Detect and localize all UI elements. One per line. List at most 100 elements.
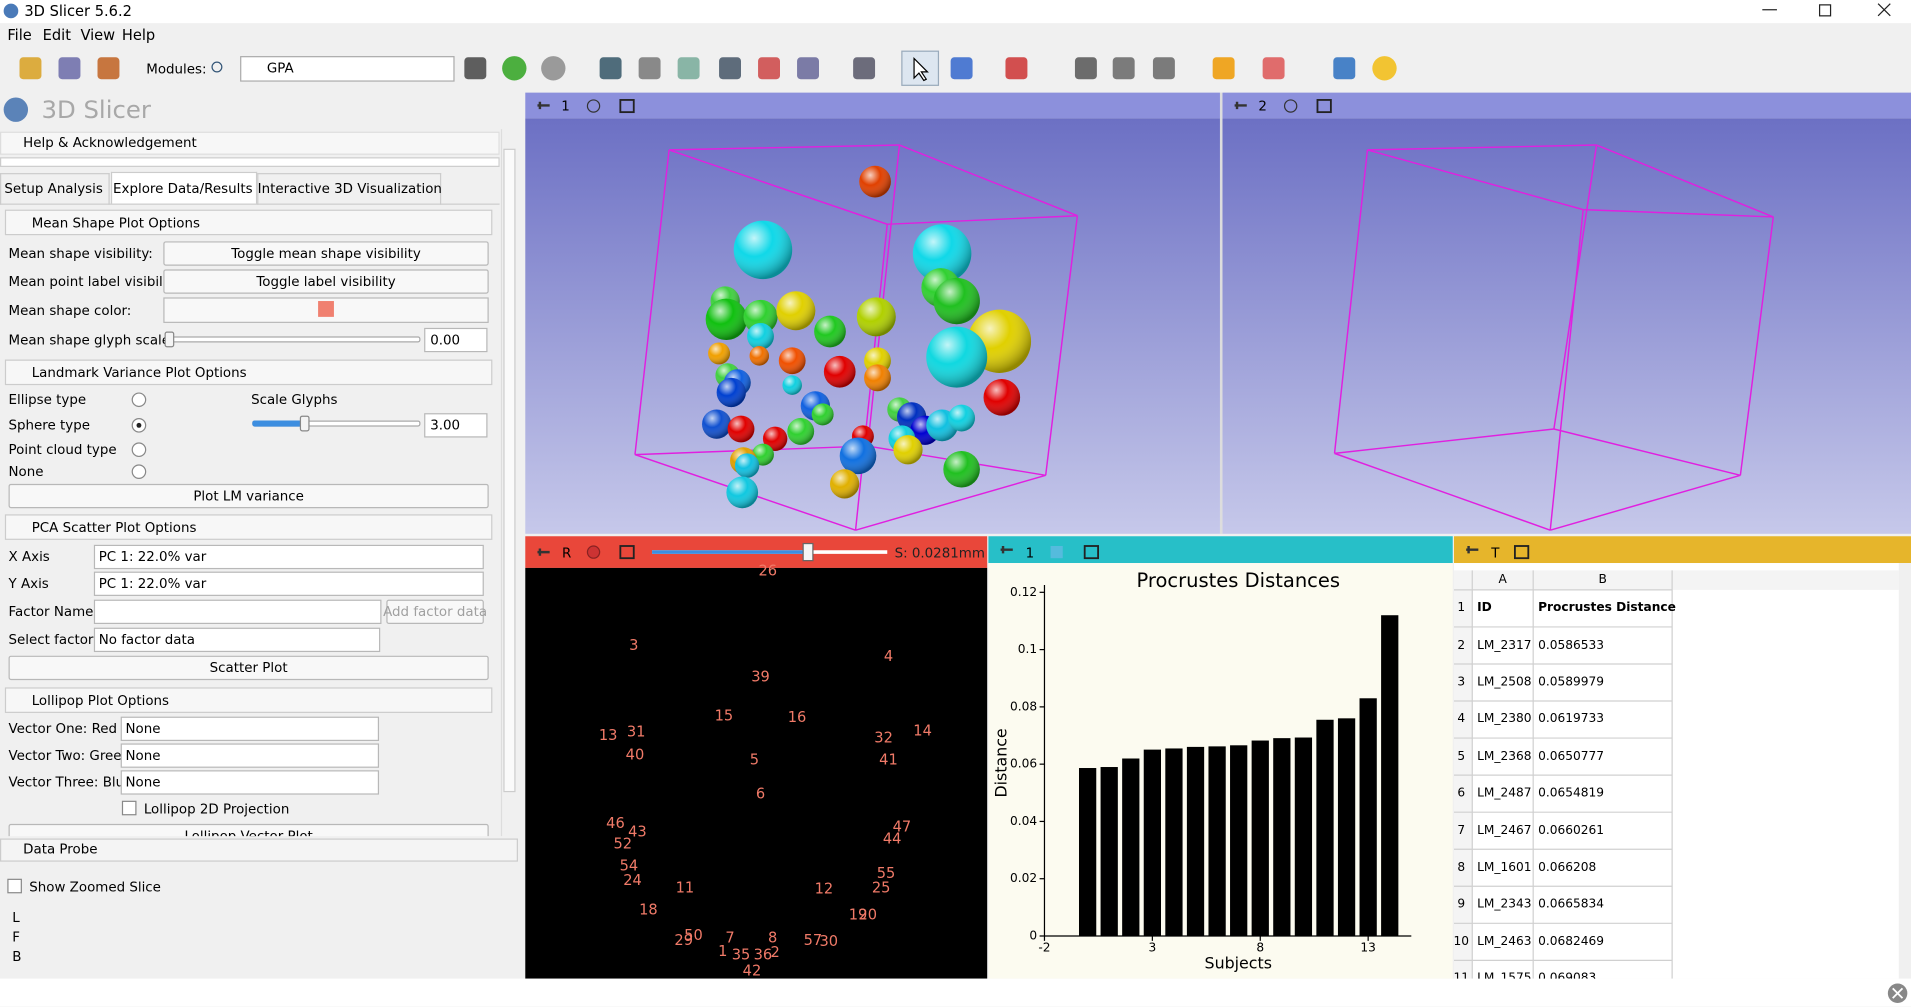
section-header[interactable] — [4, 359, 493, 386]
section-title[interactable]: Mean Shape Plot Options — [31, 215, 200, 231]
tab[interactable] — [110, 171, 258, 204]
spin-box[interactable] — [424, 327, 488, 353]
help-section[interactable] — [0, 131, 500, 155]
sphere-shading — [864, 364, 891, 392]
text-input[interactable] — [93, 599, 382, 624]
row-number: 10 — [1453, 935, 1470, 949]
slider-handle[interactable] — [299, 415, 310, 432]
sphere-shading — [743, 299, 778, 334]
radio-label[interactable]: Ellipse type — [8, 391, 87, 408]
sphere-shading — [811, 403, 834, 426]
button-label[interactable]: Add factor data — [383, 603, 488, 620]
menu-item[interactable]: View — [80, 26, 116, 44]
combo-value[interactable]: None — [125, 720, 161, 737]
bar — [1078, 768, 1097, 936]
x-tick-label: 13 — [1360, 941, 1375, 955]
combo-value[interactable]: PC 1: 22.0% var — [98, 575, 207, 592]
landmark-label: 7 — [725, 929, 734, 946]
table-cell: LM_2467 — [1477, 823, 1532, 838]
radio-button[interactable] — [131, 442, 147, 458]
tab-label[interactable]: Setup Analysis — [4, 180, 103, 197]
button[interactable] — [8, 483, 489, 509]
table-cell: 0.0589979 — [1538, 675, 1604, 690]
button-label[interactable]: Plot LM variance — [193, 488, 304, 504]
landmark-label: 14 — [913, 722, 932, 739]
section-title[interactable]: Help & Acknowledgement — [23, 134, 197, 151]
slider-handle[interactable] — [164, 331, 175, 348]
combo-value[interactable]: PC 1: 22.0% var — [98, 549, 207, 565]
radio-label[interactable]: Point cloud type — [8, 441, 117, 458]
combo-value[interactable]: None — [125, 747, 161, 764]
row-number-column — [1453, 589, 1473, 979]
button-label[interactable]: Lollipop Vector Plot — [184, 828, 313, 837]
landmark-label: 43 — [628, 823, 647, 840]
sphere-shading — [716, 377, 746, 408]
button[interactable] — [163, 269, 489, 294]
checkbox-label[interactable]: Show Zoomed Slice — [29, 879, 161, 896]
checkbox[interactable] — [121, 800, 137, 816]
menu-item[interactable]: Help — [121, 26, 156, 44]
row-number: 6 — [1457, 786, 1466, 801]
tab[interactable] — [257, 173, 442, 205]
row-number: 9 — [1457, 898, 1466, 912]
y-tick-label: 0 — [1029, 929, 1037, 943]
menu-item[interactable]: Edit — [42, 26, 71, 44]
section-title[interactable]: Data Probe — [23, 841, 98, 858]
button[interactable] — [8, 823, 489, 837]
combo-box[interactable] — [120, 743, 380, 768]
combo-value[interactable]: No factor data — [98, 631, 195, 648]
section-title[interactable]: Landmark Variance Plot Options — [31, 365, 247, 381]
title-bar — [0, 0, 1911, 24]
spin-box[interactable] — [424, 413, 488, 438]
sphere-shading — [726, 476, 759, 509]
button-label[interactable]: Toggle mean shape visibility — [231, 245, 421, 262]
spin-value[interactable]: 0.00 — [430, 332, 461, 348]
combo-box[interactable] — [93, 627, 381, 653]
radio-label[interactable]: None — [8, 463, 44, 480]
section-title[interactable]: Lollipop Plot Options — [31, 692, 170, 709]
restore-icon — [1818, 4, 1832, 17]
checkbox[interactable] — [7, 878, 22, 894]
link-icon — [1050, 546, 1063, 559]
chart-title: Procrustes Distances — [1136, 569, 1340, 592]
bounding-box-edge — [1334, 428, 1554, 455]
tab-label[interactable]: Explore Data/Results — [113, 180, 253, 197]
module-selector[interactable] — [240, 56, 455, 82]
table-cell: 0.0619733 — [1538, 712, 1604, 727]
sphere-shading — [734, 453, 760, 478]
view-header — [1453, 536, 1911, 564]
app-icon — [3, 3, 19, 19]
checkbox-label[interactable]: Lollipop 2D Projection — [143, 801, 290, 818]
tab[interactable] — [0, 173, 110, 205]
module-panel: 3D Slicer Help & Acknowledgement Setup Ana… — [0, 0, 500, 837]
section-header[interactable] — [4, 514, 493, 540]
menu-item[interactable]: File — [7, 26, 32, 44]
radio-button[interactable] — [131, 392, 147, 408]
button[interactable] — [163, 241, 489, 266]
button-label[interactable]: Scatter Plot — [209, 659, 288, 676]
tab-label[interactable]: Interactive 3D Visualization — [257, 180, 442, 197]
radio-button[interactable] — [131, 464, 147, 479]
button[interactable] — [8, 655, 489, 681]
scrollbar-handle[interactable] — [503, 148, 516, 793]
bar — [1251, 740, 1269, 936]
combo-box[interactable] — [93, 544, 484, 570]
spin-value[interactable]: 3.00 — [430, 417, 461, 434]
data-probe-header[interactable] — [0, 838, 518, 862]
section-header[interactable] — [4, 209, 493, 236]
button[interactable] — [386, 599, 484, 624]
section-header[interactable] — [4, 687, 493, 713]
button-label[interactable]: Toggle label visibility — [256, 273, 396, 290]
x-tick-label: 8 — [1256, 941, 1264, 955]
label: Scale Glyphs — [251, 391, 338, 408]
combo-box[interactable] — [120, 716, 380, 741]
combo-value[interactable]: None — [125, 774, 161, 791]
combo-box[interactable] — [93, 571, 484, 596]
maximize-icon — [1316, 99, 1332, 114]
landmark-label: 25 — [872, 879, 891, 896]
module-name[interactable]: GPA — [266, 60, 294, 77]
radio-label[interactable]: Sphere type — [8, 417, 90, 434]
sphere-shading — [912, 224, 972, 283]
section-title[interactable]: PCA Scatter Plot Options — [31, 519, 197, 536]
combo-box[interactable] — [120, 770, 380, 795]
